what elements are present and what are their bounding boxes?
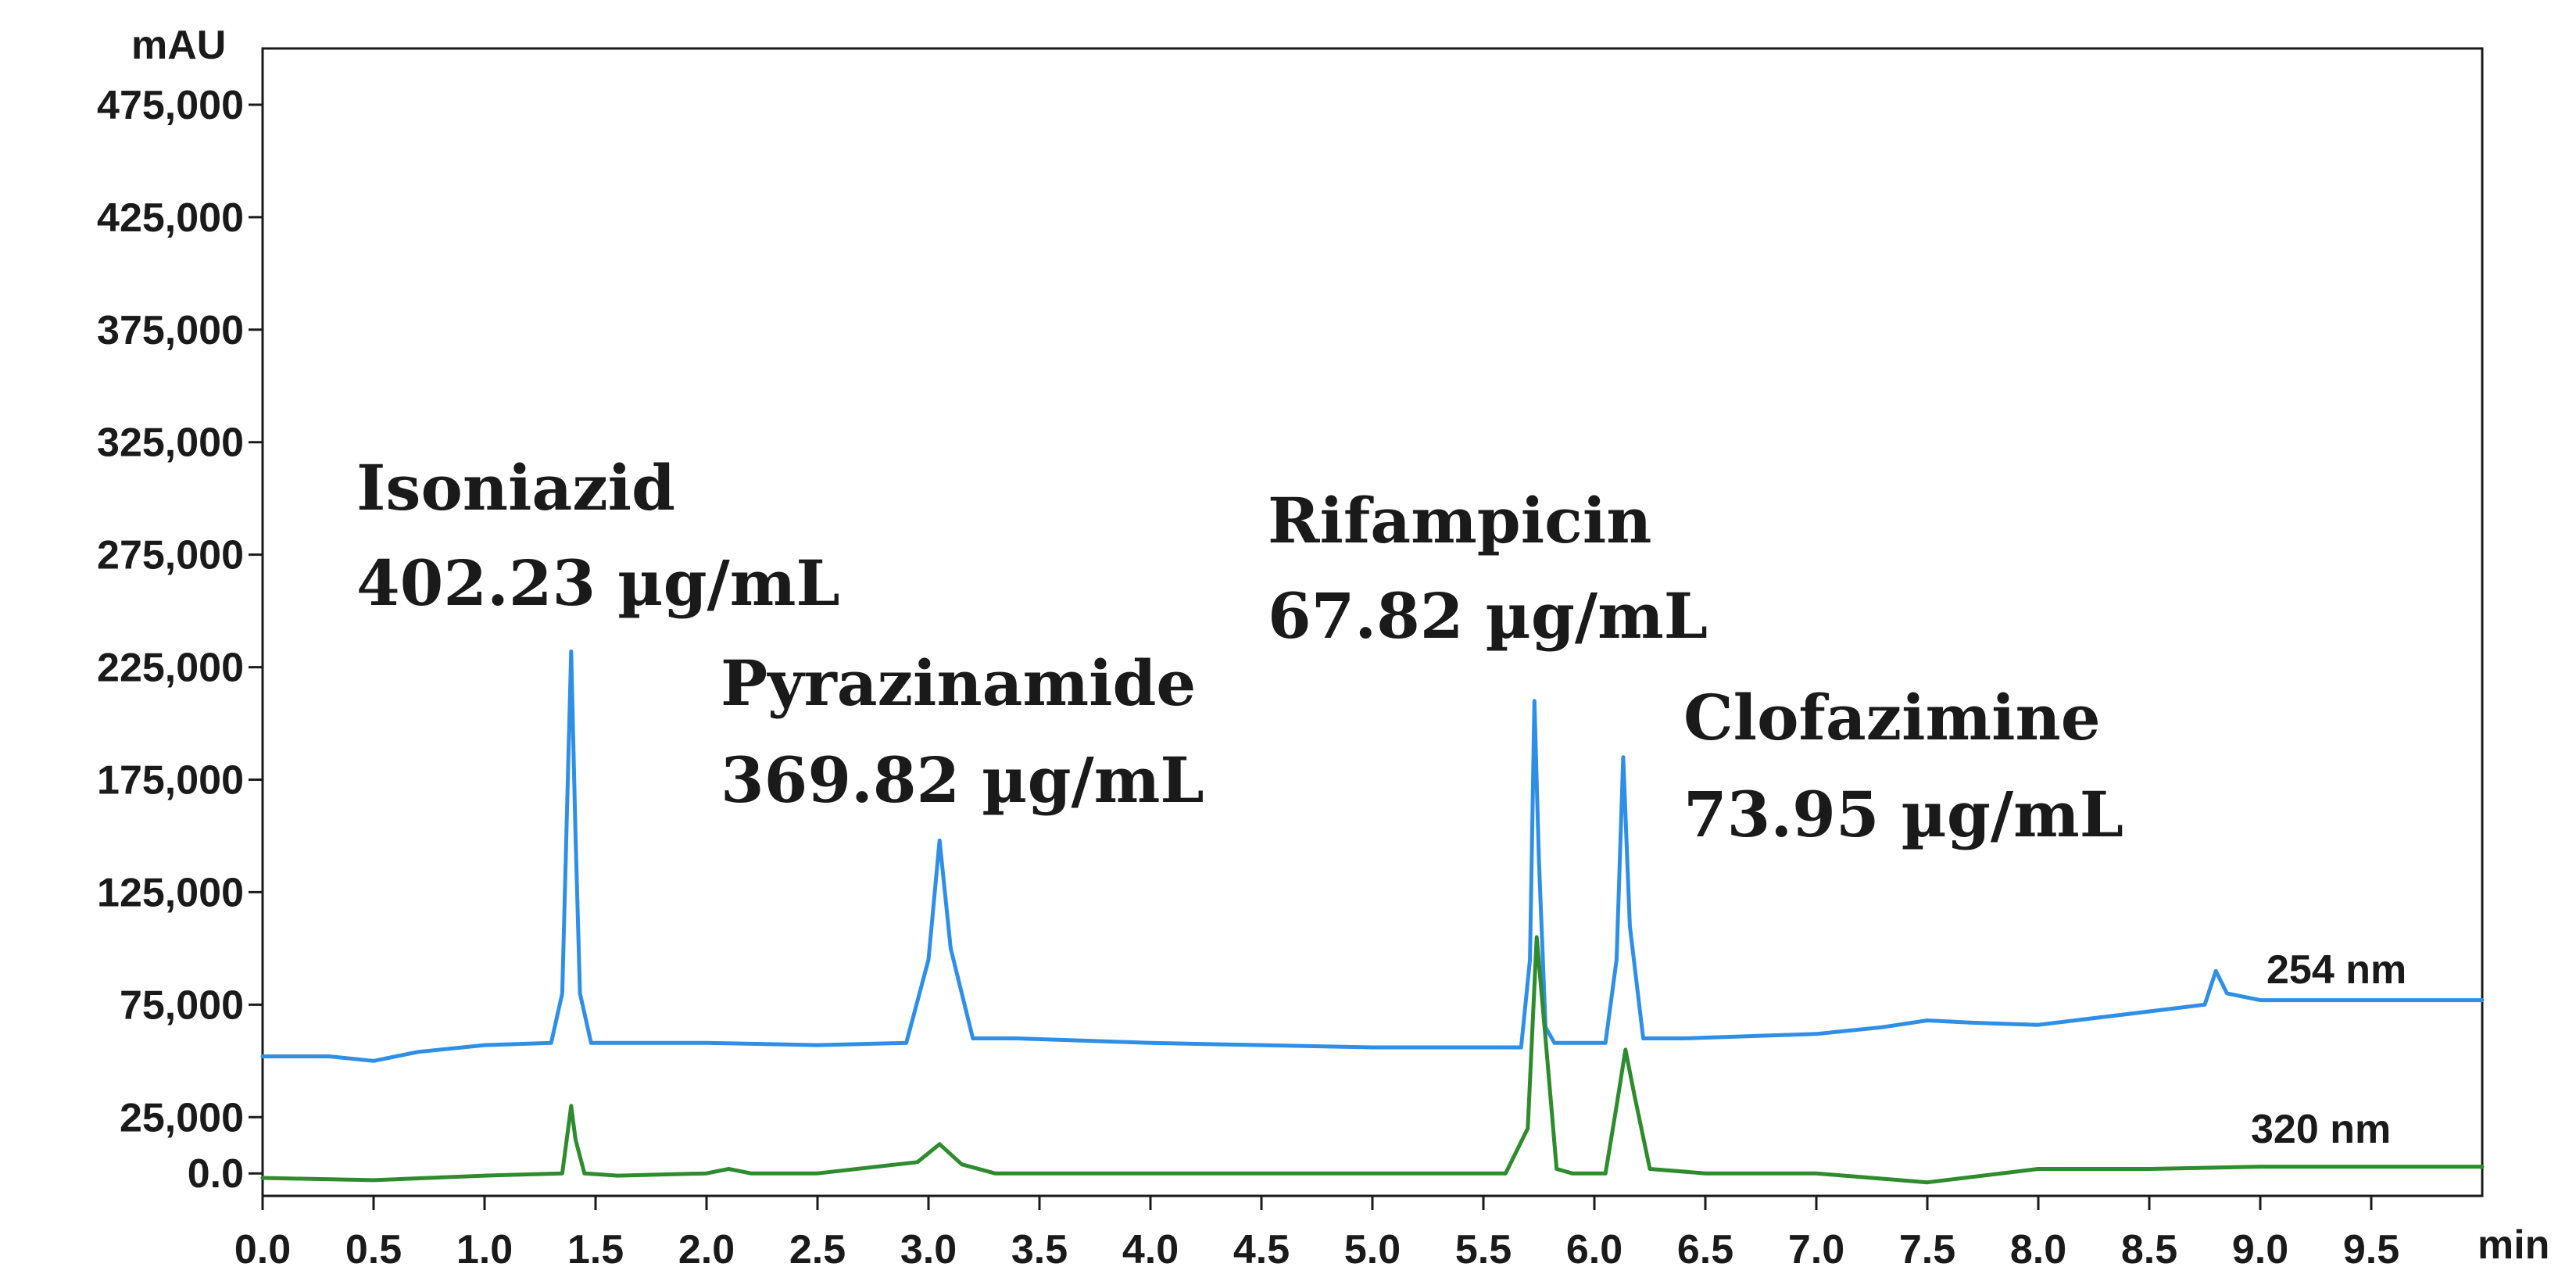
x-tick-label: 8.5	[2121, 1227, 2177, 1272]
series-line-254-nm	[260, 649, 2485, 1063]
annotation-isoniazid-concentration: 402.23 µg/mL	[356, 546, 840, 620]
y-tick-label: 425,000	[97, 195, 244, 241]
series-label-320nm: 320 nm	[2251, 1107, 2391, 1152]
x-tick-label: 3.5	[1011, 1227, 1068, 1272]
x-tick-label: 4.0	[1122, 1227, 1179, 1272]
y-tick-label: 175,000	[97, 757, 244, 803]
x-tick-label: 9.0	[2232, 1227, 2288, 1272]
x-tick-label: 4.5	[1233, 1227, 1290, 1272]
annotation-pyrazinamide-name: Pyrazinamide	[721, 646, 1196, 720]
annotation-rifampicin-name: Rifampicin	[1268, 484, 1651, 557]
x-tick-label: 2.0	[678, 1227, 735, 1272]
x-tick-label: 7.5	[1899, 1227, 1955, 1272]
x-tick-label: 3.0	[900, 1227, 957, 1272]
x-tick-label: 0.0	[234, 1227, 291, 1272]
x-tick-label: 6.0	[1566, 1227, 1623, 1272]
x-tick-label: 5.5	[1455, 1227, 1512, 1272]
y-tick-label: 275,000	[97, 533, 244, 578]
x-tick-label: 5.0	[1344, 1227, 1401, 1272]
y-axis-unit: mAU	[131, 23, 226, 68]
x-tick-label: 8.0	[2010, 1227, 2066, 1272]
annotation-pyrazinamide-concentration: 369.82 µg/mL	[721, 743, 1204, 817]
x-tick-label: 7.0	[1788, 1227, 1844, 1272]
y-tick-label: 325,000	[97, 421, 244, 466]
x-tick-label: 9.5	[2343, 1227, 2399, 1272]
y-tick-label: 225,000	[97, 646, 244, 691]
annotation-isoniazid-name: Isoniazid	[356, 451, 675, 524]
y-tick-label: 75,000	[120, 983, 244, 1028]
x-axis-unit: min	[2478, 1222, 2549, 1268]
x-tick-label: 1.0	[456, 1227, 513, 1272]
series-label-254nm: 254 nm	[2267, 947, 2406, 993]
x-tick-label: 1.5	[567, 1227, 624, 1272]
y-tick-label: 0.0	[188, 1151, 244, 1197]
y-tick-label: 475,000	[97, 83, 244, 128]
annotation-clofazimine-concentration: 73.95 µg/mL	[1683, 778, 2123, 851]
annotation-clofazimine-name: Clofazimine	[1683, 681, 2101, 754]
annotation-rifampicin-concentration: 67.82 µg/mL	[1268, 579, 1708, 653]
y-tick-label: 125,000	[97, 870, 244, 915]
series-line-320-nm	[260, 935, 2485, 1185]
x-tick-label: 0.5	[345, 1227, 402, 1272]
y-tick-label: 375,000	[97, 308, 244, 353]
x-tick-label: 6.5	[1677, 1227, 1733, 1272]
x-tick-label: 2.5	[789, 1227, 846, 1272]
y-tick-label: 25,000	[120, 1095, 244, 1140]
